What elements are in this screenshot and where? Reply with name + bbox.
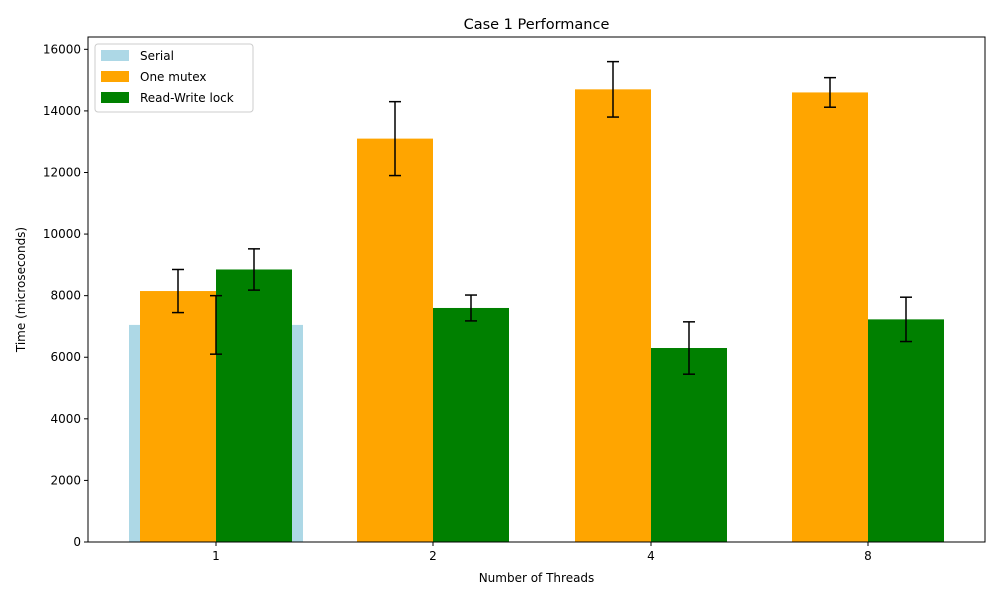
x-axis-label: Number of Threads [479, 571, 595, 585]
y-tick-label-4000: 4000 [50, 412, 81, 426]
error-bar-read-write-lock-2 [465, 294, 477, 322]
legend-label-serial: Serial [140, 49, 174, 63]
bar-one-mutex-4 [575, 89, 651, 542]
x-tick-label-8: 8 [864, 549, 872, 563]
y-tick-label-10000: 10000 [43, 227, 81, 241]
plot-frame [87, 36, 986, 543]
legend-frame [94, 43, 254, 113]
bar-read-write-lock-4 [651, 348, 727, 542]
legend-swatch-read-write-lock [101, 92, 129, 103]
error-bar-one-mutex-2 [389, 100, 401, 177]
error-bar-read-write-lock-8 [900, 296, 912, 343]
error-bar-one-mutex-4 [607, 60, 619, 118]
legend: Serial One mutex Read-Write lock [94, 43, 254, 113]
y-tick-label-12000: 12000 [43, 165, 81, 179]
error-bar-one-mutex-1 [172, 268, 184, 314]
legend-label-one-mutex: One mutex [140, 70, 207, 84]
error-bars-layer [172, 60, 912, 375]
y-axis: 0 2000 4000 6000 8000 10000 12000 14000 16000 [43, 42, 88, 549]
x-tick-label-4: 4 [647, 549, 655, 563]
bar-read-write-lock-1 [216, 269, 292, 542]
chart-title: Case 1 Performance [464, 17, 610, 33]
error-bar-read-write-lock-1 [248, 248, 260, 291]
legend-swatch-serial [101, 50, 129, 61]
legend-label-read-write-lock: Read-Write lock [140, 91, 234, 105]
y-tick-label-14000: 14000 [43, 104, 81, 118]
bar-one-mutex-8 [792, 92, 868, 543]
bar-one-mutex-1 [140, 291, 216, 542]
error-bar-one-mutex-8 [824, 76, 836, 108]
x-tick-label-2: 2 [429, 549, 437, 563]
y-tick-label-16000: 16000 [43, 42, 81, 56]
error-bar-serial-1 [210, 294, 222, 355]
y-tick-label-6000: 6000 [50, 350, 81, 364]
y-axis-label: Time (microseconds) [14, 227, 28, 353]
x-axis: 1 2 4 8 [212, 542, 872, 563]
bar-read-write-lock-8 [868, 319, 944, 542]
y-tick-label-2000: 2000 [50, 473, 81, 487]
legend-swatch-one-mutex [101, 71, 129, 82]
error-bar-read-write-lock-4 [683, 321, 695, 375]
y-tick-label-8000: 8000 [50, 289, 81, 303]
bars-layer [129, 89, 944, 543]
y-tick-label-0: 0 [73, 535, 81, 549]
bar-read-write-lock-2 [433, 307, 509, 542]
x-tick-label-1: 1 [212, 549, 220, 563]
bar-one-mutex-2 [357, 138, 433, 543]
